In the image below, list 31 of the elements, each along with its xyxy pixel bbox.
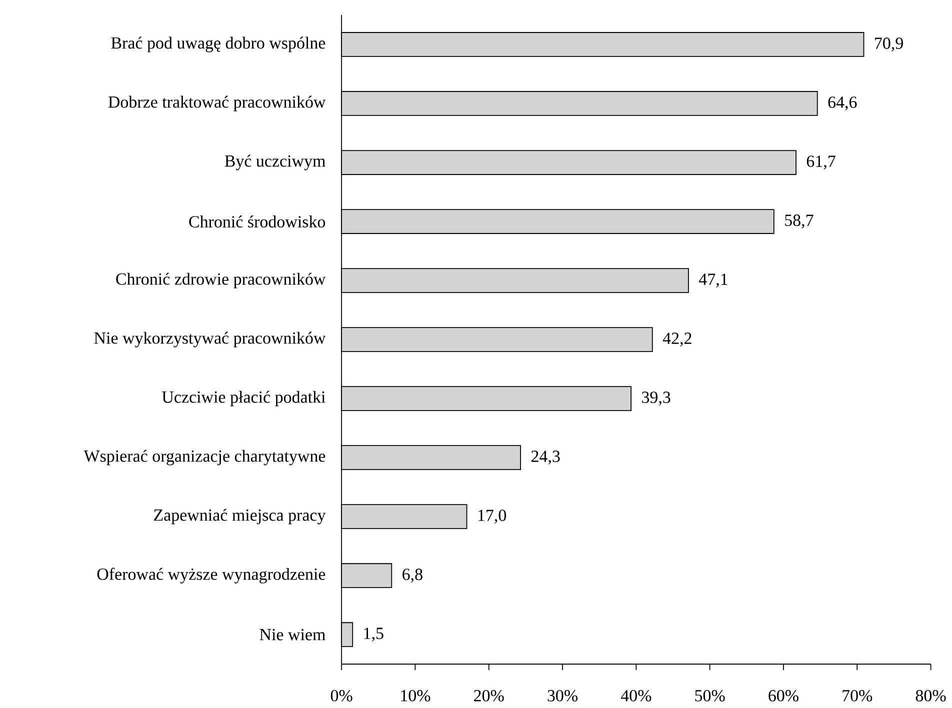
- x-tick-label: 40%: [620, 690, 652, 702]
- y-tick-label: Oferować wyższe wynagrodzenie: [97, 568, 326, 584]
- x-tick-label: 0%: [330, 690, 352, 702]
- x-tick-label: 50%: [695, 690, 725, 702]
- x-tick-label: 30%: [548, 690, 578, 702]
- data-label: 24,3: [531, 450, 560, 464]
- x-tick-label: 70%: [842, 690, 872, 702]
- y-tick-label: Uczciwie płacić podatki: [162, 390, 326, 406]
- data-label: 70,9: [875, 37, 903, 52]
- data-label: 42,2: [662, 332, 692, 346]
- data-label: 39,3: [642, 392, 670, 406]
- y-tick-label: Chronić środowisko: [189, 215, 326, 228]
- y-tick-label: Brać pod uwagę dobro wspólne: [111, 36, 326, 52]
- y-tick-label: Nie wykorzystywać pracowników: [94, 332, 326, 348]
- y-tick-label: Zapewniać miejsca pracy: [154, 508, 326, 524]
- data-label: 6,8: [402, 568, 422, 583]
- data-label: 64,6: [828, 96, 857, 110]
- data-label: 61,7: [806, 156, 836, 170]
- x-tick-label: 60%: [768, 690, 798, 702]
- y-tick-label: Dobrze traktować pracowników: [108, 96, 326, 112]
- x-tick-label: 20%: [474, 690, 504, 702]
- data-label: 17,0: [478, 510, 506, 524]
- data-label: 1,5: [364, 628, 384, 642]
- x-tick-label: 80%: [916, 690, 946, 702]
- y-tick-label: Chronić zdrowie pracowników: [116, 272, 326, 288]
- data-label: 58,7: [785, 214, 814, 228]
- y-tick-label: Być uczciwym: [224, 154, 326, 170]
- y-tick-label: Nie wiem: [260, 628, 326, 640]
- data-label: 47,1: [698, 274, 728, 288]
- y-tick-label: Wspierać organizacje charytatywne: [84, 450, 326, 466]
- x-tick-label: 10%: [401, 690, 430, 702]
